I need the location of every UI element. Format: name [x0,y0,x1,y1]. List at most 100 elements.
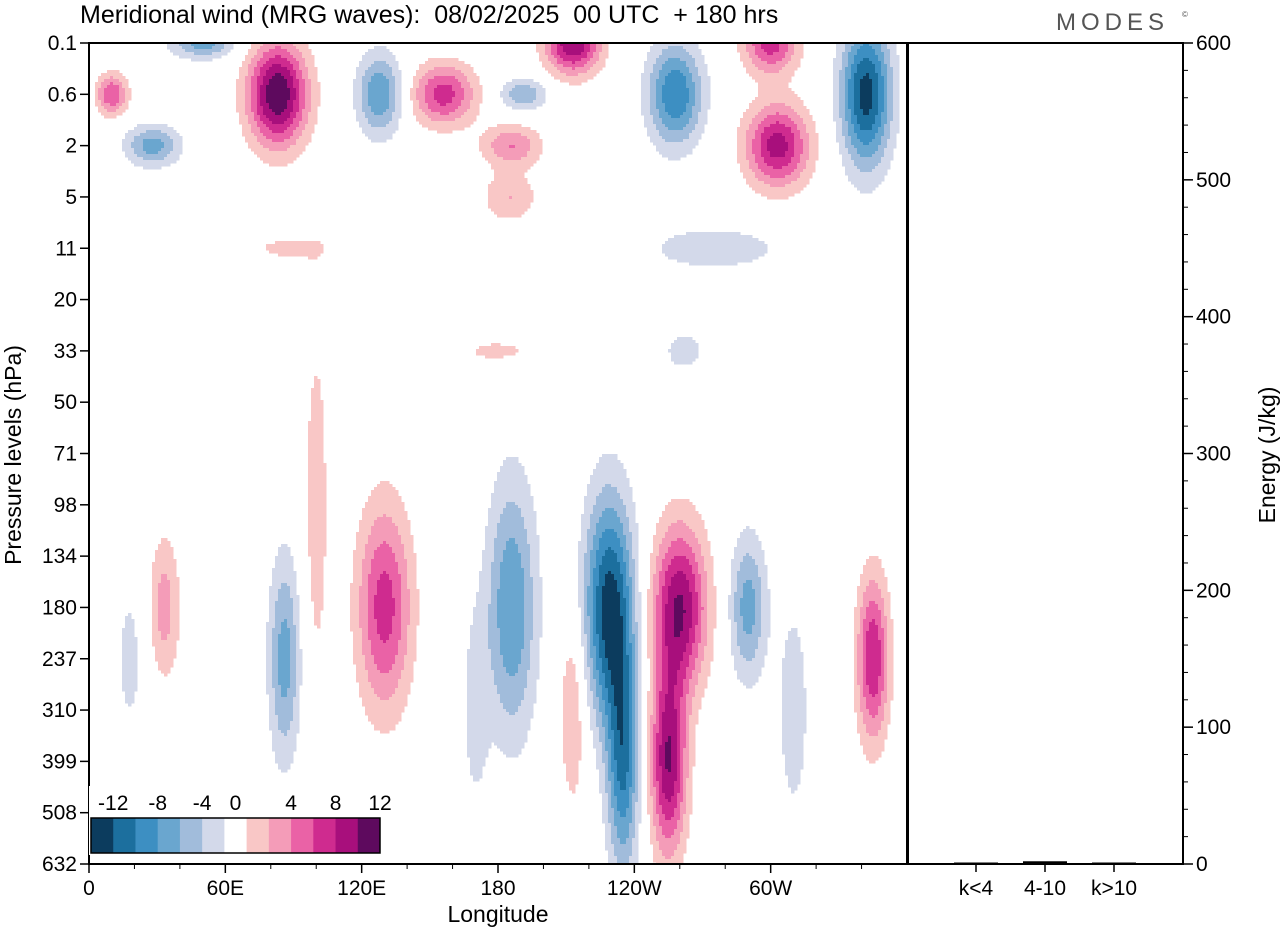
heatmap-cell [242,64,246,68]
heatmap-cell [584,52,588,56]
heatmap-cell [836,43,840,47]
heatmap-cell [758,115,762,119]
heatmap-cell [845,142,849,146]
heatmap-cell [587,64,591,68]
heatmap-cell [752,100,756,104]
heatmap-cell [506,145,510,149]
heatmap-cell [509,82,513,86]
heatmap-cell [515,97,519,101]
heatmap-cell [362,100,366,104]
heatmap-cell [776,61,780,65]
heatmap-cell [389,64,393,68]
heatmap-cell [650,121,654,125]
heatmap-cell [686,55,690,59]
heatmap-cell [656,124,660,128]
heatmap-cell [887,94,891,98]
heatmap-cell [104,106,108,110]
heatmap-cell [545,46,549,50]
heatmap-cell [308,70,312,74]
heatmap-cell [779,145,783,149]
heatmap-cell [434,88,438,92]
heatmap-cell [392,73,396,77]
heatmap-cell [275,145,279,149]
heatmap-cell [848,70,852,74]
heatmap-cell [857,94,861,98]
heatmap-cell [299,58,303,62]
heatmap-cell [563,76,567,80]
heatmap-cell [119,97,123,101]
heatmap-cell [695,109,699,113]
heatmap-cell [746,61,750,65]
heatmap-cell [512,136,516,140]
heatmap-cell [542,100,546,104]
heatmap-cell [458,112,462,116]
heatmap-cell [644,64,648,68]
heatmap-cell [446,91,450,95]
heatmap-cell [881,148,885,152]
heatmap-cell [122,88,126,92]
heatmap-cell [851,130,855,134]
heatmap-cell [299,94,303,98]
heatmap-cell [593,67,597,71]
heatmap-cell [563,70,567,74]
heatmap-cell [842,67,846,71]
heatmap-cell [464,100,468,104]
heatmap-cell [392,109,396,113]
heatmap-cell [305,142,309,146]
heatmap-cell [452,58,456,62]
heatmap-cell [464,124,468,128]
heatmap-cell [692,100,696,104]
heatmap-cell [575,52,579,56]
heatmap-cell [242,97,246,101]
heatmap-cell [413,103,417,107]
heatmap-cell [776,115,780,119]
heatmap-cell [365,106,369,110]
heatmap-cell [872,142,876,146]
heatmap-cell [494,136,498,140]
heatmap-cell [296,70,300,74]
heatmap-cell [665,67,669,71]
heatmap-cell [287,58,291,62]
heatmap-cell [662,70,666,74]
heatmap-cell [836,94,840,98]
heatmap-cell [788,112,792,116]
heatmap-cell [857,145,861,149]
heatmap-cell [365,130,369,134]
heatmap-cell [419,94,423,98]
heatmap-cell [797,112,801,116]
heatmap-cell [278,61,282,65]
heatmap-cell [95,85,99,89]
heatmap-cell [254,61,258,65]
heatmap-cell [845,67,849,71]
heatmap-cell [275,73,279,77]
heatmap-cell [440,100,444,104]
heatmap-cell [389,55,393,59]
heatmap-cell [701,61,705,65]
heatmap-cell [881,115,885,119]
heatmap-cell [299,67,303,71]
heatmap-cell [275,112,279,116]
heatmap-cell [221,43,225,47]
heatmap-cell [296,58,300,62]
heatmap-cell [263,58,267,62]
heatmap-cell [761,130,765,134]
heatmap-cell [194,46,198,50]
heatmap-cell [740,49,744,53]
heatmap-cell [257,67,261,71]
heatmap-cell [488,127,492,131]
heatmap-cell [593,70,597,74]
heatmap-cell [239,70,243,74]
heatmap-cell [317,100,321,104]
heatmap-cell [380,115,384,119]
heatmap-cell [239,112,243,116]
heatmap-cell [752,67,756,71]
heatmap-cell [647,115,651,119]
heatmap-cell [764,142,768,146]
heatmap-cell [134,127,138,131]
heatmap-cell [263,79,267,83]
heatmap-cell [881,103,885,107]
heatmap-cell [761,64,765,68]
heatmap-cell [761,136,765,140]
heatmap-cell [479,142,483,146]
heatmap-cell [380,73,384,77]
